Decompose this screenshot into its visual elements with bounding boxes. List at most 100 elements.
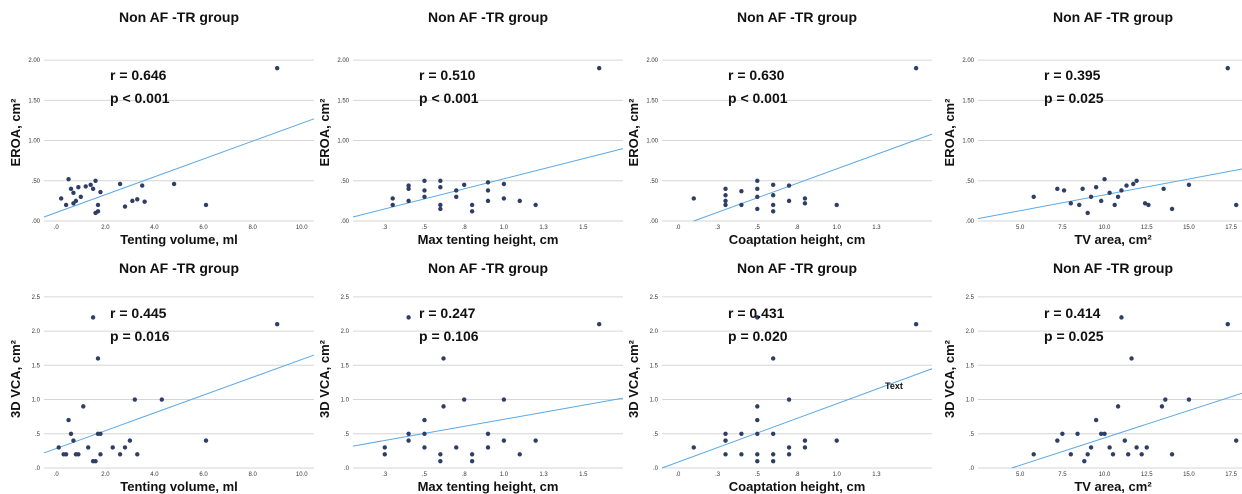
x-tick-label: 1.0 — [500, 472, 509, 478]
x-tick-label: 12.5 — [1141, 225, 1153, 231]
chart-title: Non AF -TR group — [737, 9, 857, 25]
data-point — [1131, 181, 1136, 187]
data-point — [1186, 182, 1192, 187]
data-point — [1093, 417, 1099, 423]
x-axis-label: Coaptation height, cm — [729, 479, 866, 494]
data-point — [406, 186, 411, 192]
data-point — [1119, 315, 1124, 320]
data-point — [139, 183, 145, 188]
data-point — [63, 452, 69, 457]
x-tick-label: .0 — [675, 225, 681, 231]
data-point — [1102, 176, 1107, 182]
data-point — [770, 193, 776, 198]
data-point — [485, 431, 491, 436]
y-tick-label: 1.50 — [337, 98, 349, 104]
y-axis-label: 3D VCA, cm² — [626, 339, 641, 418]
x-tick-label: 1.3 — [539, 225, 548, 231]
x-tick-label: .8 — [462, 225, 468, 231]
x-tick-label: .0 — [54, 225, 60, 231]
y-tick-label: .5 — [653, 432, 659, 438]
data-point — [739, 202, 744, 208]
data-point — [274, 65, 280, 71]
x-tick-label: 15.0 — [1183, 472, 1195, 478]
y-tick-label: 1.5 — [966, 363, 975, 369]
data-point — [723, 198, 728, 204]
y-tick-label: 1.0 — [966, 398, 975, 404]
data-point — [159, 397, 165, 402]
data-point — [422, 178, 427, 183]
data-point — [723, 452, 728, 457]
y-tick-label: 1.50 — [28, 98, 40, 104]
x-tick-label: 10.0 — [1099, 472, 1111, 478]
data-point — [85, 445, 91, 450]
data-point — [406, 198, 411, 204]
data-point — [1055, 186, 1060, 192]
data-point — [1144, 445, 1149, 450]
y-tick-label: 2.00 — [646, 58, 658, 64]
x-tick-label: .3 — [382, 472, 388, 478]
data-point — [501, 438, 507, 443]
y-tick-label: 2.5 — [966, 295, 975, 301]
data-point — [122, 445, 128, 450]
data-point — [1225, 65, 1230, 71]
y-tick-label: 2.0 — [32, 329, 41, 335]
data-point — [913, 65, 919, 71]
data-point — [93, 178, 98, 183]
data-point — [90, 186, 96, 192]
data-point — [1031, 194, 1036, 200]
data-point — [501, 196, 507, 201]
data-point — [501, 181, 507, 187]
p-value: p = 0.106 — [419, 328, 479, 344]
data-point — [203, 438, 209, 443]
chart-title: Non AF -TR group — [1053, 9, 1173, 25]
data-point — [913, 322, 919, 327]
data-point — [132, 397, 138, 402]
y-tick-label: .00 — [966, 219, 975, 225]
data-point — [596, 65, 602, 71]
y-tick-label: 2.00 — [28, 58, 40, 64]
data-point — [1110, 452, 1116, 457]
data-point — [78, 194, 84, 200]
x-axis-label: Tenting volume, ml — [120, 232, 238, 247]
p-value: p = 0.020 — [728, 328, 788, 344]
regression-line — [1011, 392, 1242, 469]
data-point — [1112, 202, 1117, 208]
data-point — [1233, 202, 1239, 208]
y-tick-label: .5 — [969, 432, 975, 438]
y-tick-label: 1.0 — [341, 398, 350, 404]
y-tick-label: 1.00 — [962, 139, 974, 145]
data-point — [755, 452, 760, 457]
x-axis-label: Max tenting height, cm — [418, 232, 559, 247]
data-point — [76, 452, 81, 457]
x-tick-label: 7.5 — [1058, 472, 1067, 478]
data-point — [83, 184, 88, 189]
data-point — [71, 190, 76, 196]
p-value: p = 0.025 — [1044, 328, 1104, 344]
x-tick-label: 1.3 — [872, 225, 881, 231]
data-point — [485, 188, 491, 193]
y-tick-label: 1.0 — [650, 398, 659, 404]
data-point — [95, 356, 101, 361]
data-point — [1161, 186, 1166, 192]
data-point — [1093, 185, 1099, 190]
chart-title: Non AF -TR group — [737, 260, 857, 276]
data-point — [438, 185, 443, 190]
data-point — [1080, 186, 1085, 192]
y-axis-label: 3D VCA, cm² — [8, 339, 23, 418]
y-tick-label: 1.5 — [341, 363, 350, 369]
data-point — [98, 452, 103, 457]
data-point — [1085, 210, 1090, 216]
x-axis-label: Max tenting height, cm — [418, 479, 559, 494]
data-point — [1088, 445, 1094, 450]
x-tick-label: 4.0 — [150, 225, 159, 231]
data-point — [802, 201, 808, 206]
data-point — [1134, 445, 1139, 450]
y-axis-label: EROA, cm² — [626, 98, 641, 167]
x-tick-label: 5.0 — [1016, 472, 1025, 478]
data-point — [1124, 183, 1129, 188]
x-tick-label: .0 — [54, 472, 60, 478]
data-point — [786, 445, 792, 450]
y-tick-label: 1.0 — [32, 398, 41, 404]
y-tick-label: 1.50 — [962, 98, 974, 104]
x-tick-label: .8 — [794, 472, 800, 478]
